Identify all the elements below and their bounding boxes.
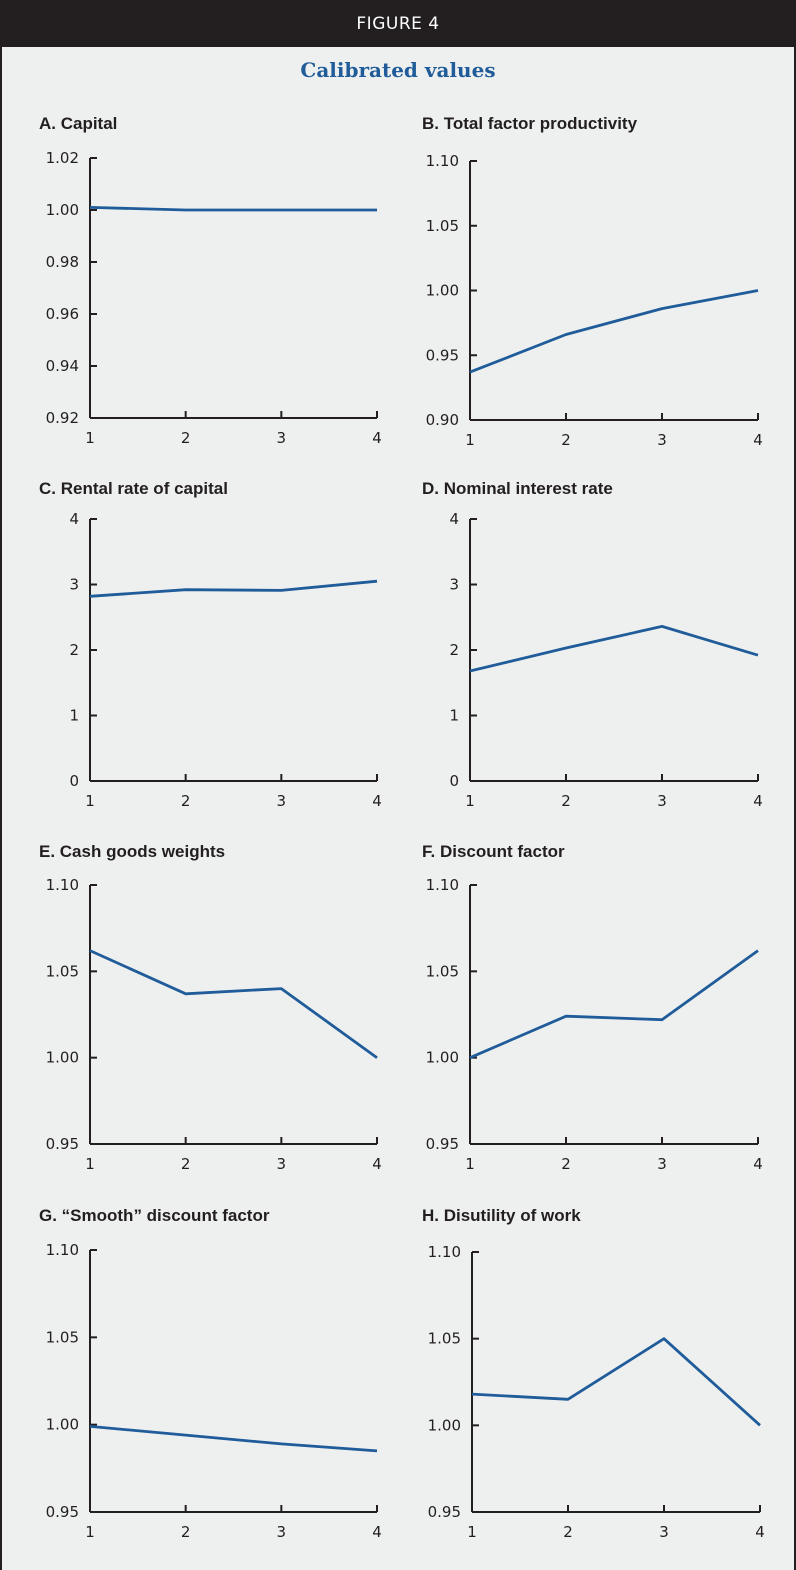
panel-title-g: G. “Smooth” discount factor	[39, 1206, 270, 1225]
y-tick-label-h: 1.05	[428, 1330, 461, 1348]
series-line-c	[89, 579, 378, 598]
y-tick-label-c: 2	[69, 641, 79, 659]
x-tick-label-f: 4	[753, 1155, 763, 1173]
y-tick-label-f: 1.05	[426, 962, 459, 980]
y-tick-label-e: 1.00	[46, 1049, 79, 1067]
y-tick-label-a: 0.96	[46, 305, 79, 323]
x-tick-label-h: 4	[755, 1523, 765, 1541]
y-tick-label-f: 0.95	[426, 1135, 459, 1153]
y-tick-label-b: 0.95	[426, 346, 459, 364]
x-tick-label-c: 4	[372, 792, 382, 810]
y-tick-label-a: 1.02	[46, 149, 79, 167]
x-tick-label-h: 1	[467, 1523, 477, 1541]
series-line-e	[89, 949, 378, 1059]
y-tick-label-f: 1.10	[426, 876, 459, 894]
x-tick-label-b: 4	[753, 431, 763, 449]
y-tick-label-e: 1.10	[46, 876, 79, 894]
x-tick-label-e: 3	[277, 1155, 287, 1173]
panel-title-e: E. Cash goods weights	[39, 842, 225, 861]
y-tick-label-b: 1.00	[426, 282, 459, 300]
x-tick-label-a: 4	[372, 429, 382, 447]
y-tick-label-h: 1.10	[428, 1243, 461, 1261]
panel-title-c: C. Rental rate of capital	[39, 479, 228, 498]
x-tick-label-a: 1	[85, 429, 95, 447]
panel-title-d: D. Nominal interest rate	[422, 479, 613, 498]
x-tick-label-e: 4	[372, 1155, 382, 1173]
y-tick-label-a: 1.00	[46, 201, 79, 219]
y-tick-label-d: 3	[449, 576, 459, 594]
y-tick-label-g: 1.00	[46, 1416, 79, 1434]
y-tick-label-a: 0.98	[46, 253, 79, 271]
y-tick-label-d: 2	[449, 641, 459, 659]
x-tick-label-h: 2	[563, 1523, 573, 1541]
y-tick-label-c: 1	[69, 707, 79, 725]
x-tick-label-d: 3	[657, 792, 667, 810]
y-tick-label-b: 1.10	[426, 152, 459, 170]
x-tick-label-b: 1	[465, 431, 475, 449]
y-tick-label-d: 1	[449, 707, 459, 725]
y-tick-label-f: 1.00	[426, 1049, 459, 1067]
x-tick-label-e: 2	[181, 1155, 191, 1173]
x-tick-label-f: 2	[561, 1155, 571, 1173]
series-line-d	[469, 625, 759, 673]
x-tick-label-g: 1	[85, 1523, 95, 1541]
panel-title-f: F. Discount factor	[422, 842, 565, 861]
x-tick-label-d: 2	[561, 792, 571, 810]
y-tick-label-c: 3	[69, 576, 79, 594]
series-line-a	[89, 206, 377, 212]
y-tick-label-h: 0.95	[428, 1503, 461, 1521]
x-tick-label-g: 2	[181, 1523, 191, 1541]
x-tick-label-g: 3	[277, 1523, 287, 1541]
x-tick-label-h: 3	[659, 1523, 669, 1541]
y-tick-label-h: 1.00	[428, 1416, 461, 1434]
x-tick-label-d: 4	[753, 792, 763, 810]
y-tick-label-g: 1.10	[46, 1241, 79, 1259]
series-line-b	[469, 289, 759, 374]
x-tick-label-c: 2	[181, 792, 191, 810]
figure-title: Calibrated values	[300, 58, 496, 82]
x-tick-label-g: 4	[372, 1523, 382, 1541]
x-tick-label-b: 2	[561, 431, 571, 449]
x-tick-label-a: 3	[277, 429, 287, 447]
panel-title-h: H. Disutility of work	[422, 1206, 581, 1225]
y-tick-label-b: 1.05	[426, 217, 459, 235]
y-tick-label-c: 0	[69, 772, 79, 790]
x-tick-label-c: 1	[85, 792, 95, 810]
x-tick-label-b: 3	[657, 431, 667, 449]
panel-title-a: A. Capital	[39, 114, 117, 133]
y-tick-label-e: 0.95	[46, 1135, 79, 1153]
series-line-g	[89, 1425, 378, 1453]
y-tick-label-d: 4	[449, 510, 459, 528]
x-tick-label-e: 1	[85, 1155, 95, 1173]
x-tick-label-f: 1	[465, 1155, 475, 1173]
y-tick-label-e: 1.05	[46, 962, 79, 980]
x-tick-label-f: 3	[657, 1155, 667, 1173]
y-tick-label-g: 0.95	[46, 1503, 79, 1521]
y-tick-label-a: 0.94	[46, 357, 79, 375]
series-line-f	[469, 949, 759, 1059]
series-line-h	[471, 1337, 761, 1427]
y-tick-label-c: 4	[69, 510, 79, 528]
y-tick-label-a: 0.92	[46, 409, 79, 427]
y-tick-label-b: 0.90	[426, 411, 459, 429]
x-tick-label-a: 2	[181, 429, 191, 447]
figure-label: FIGURE 4	[2, 0, 794, 47]
y-tick-label-g: 1.05	[46, 1328, 79, 1346]
x-tick-label-c: 3	[277, 792, 287, 810]
panel-title-b: B. Total factor productivity	[422, 114, 638, 133]
y-tick-label-d: 0	[449, 772, 459, 790]
x-tick-label-d: 1	[465, 792, 475, 810]
